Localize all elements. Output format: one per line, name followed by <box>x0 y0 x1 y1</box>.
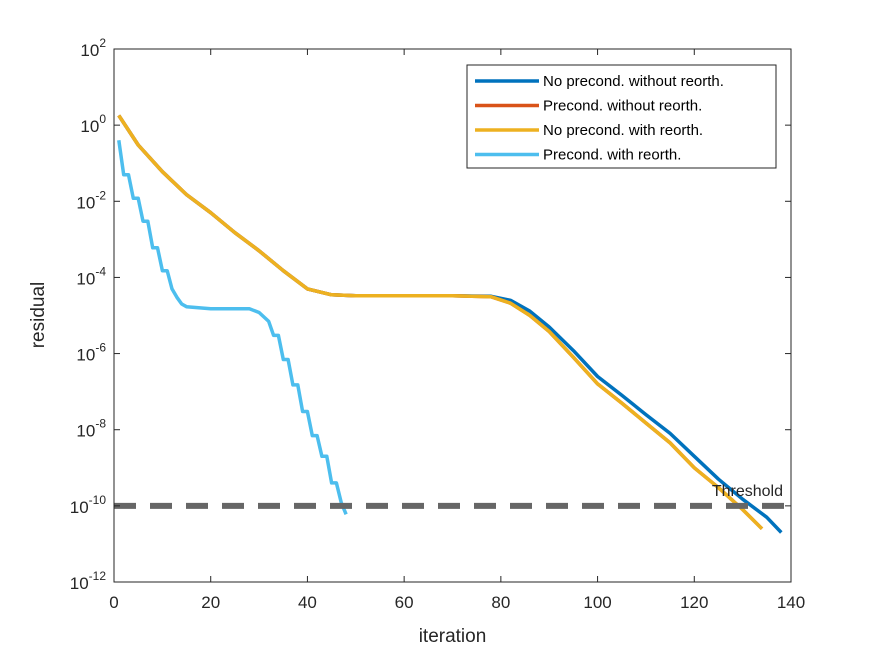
legend-label-3: No precond. with reorth. <box>543 122 703 139</box>
y-tick-label: 100 <box>80 112 106 136</box>
y-axis-label: residual <box>28 282 49 349</box>
x-tick-label: 0 <box>109 593 118 612</box>
x-tick-label: 20 <box>201 593 220 612</box>
legend-label-1: No precond. without reorth. <box>543 73 724 90</box>
threshold-label: Threshold <box>712 483 783 500</box>
x-tick-label: 120 <box>680 593 708 612</box>
tick-layer: 0 20 40 60 80 100 120 140 10-12 10-10 10-8 10-6 10-4… <box>70 36 805 612</box>
y-tick-label: 102 <box>80 36 106 60</box>
y-tick-label: 10-8 <box>76 417 106 441</box>
y-tick-label: 10-2 <box>76 188 106 212</box>
x-tick-label: 140 <box>777 593 805 612</box>
series-line-4 <box>117 140 348 515</box>
x-tick-label: 60 <box>395 593 414 612</box>
series-layer <box>117 114 783 534</box>
legend: No precond. without reorth. Precond. with… <box>466 64 777 169</box>
y-tick-label: 10-10 <box>70 493 107 517</box>
x-tick-label: 80 <box>491 593 510 612</box>
legend-label-4: Precond. with reorth. <box>543 147 681 164</box>
legend-label-2: Precond. without reorth. <box>543 98 702 115</box>
series-line-3 <box>117 114 764 531</box>
y-tick-label: 10-12 <box>70 569 107 593</box>
x-tick-label: 100 <box>583 593 611 612</box>
x-tick-label: 40 <box>298 593 317 612</box>
x-axis-label: iteration <box>419 626 487 647</box>
axes-box <box>113 48 792 583</box>
threshold-layer: Threshold <box>114 483 791 509</box>
y-tick-label: 10-6 <box>76 341 106 365</box>
y-tick-label: 10-4 <box>76 264 106 288</box>
